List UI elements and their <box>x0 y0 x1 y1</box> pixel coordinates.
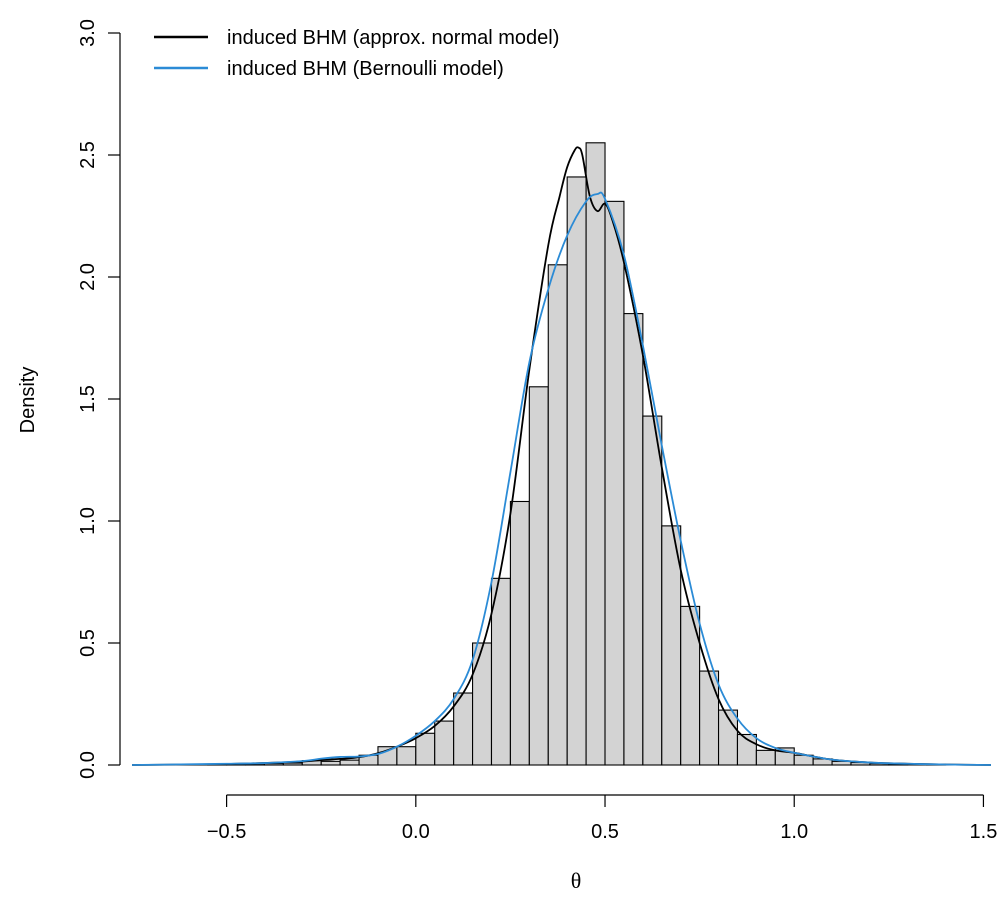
histogram-bar <box>585 142 606 766</box>
y-ticks: 0.0 0.5 1.0 1.5 2.0 2.5 3.0 <box>77 19 120 779</box>
y-tick-label: 1.5 <box>77 385 99 413</box>
histogram-bar <box>699 670 720 766</box>
y-tick-label: 3.0 <box>77 19 99 47</box>
density-lines <box>131 146 992 766</box>
density-line-bernoulli <box>131 191 992 766</box>
histogram-bar <box>547 264 568 766</box>
y-tick-label: 1.0 <box>77 507 99 535</box>
x-tick-label: 0.5 <box>591 821 619 843</box>
histogram-bar <box>320 760 341 766</box>
histogram-bar <box>472 642 493 766</box>
histogram-bars <box>132 142 991 766</box>
axes: −0.5 0.0 0.5 1.0 1.5 0.0 0.5 1.0 1.5 2.0 2.5 3.0 D… <box>17 19 997 893</box>
histogram-bar <box>509 500 530 766</box>
histogram-bar <box>339 759 360 766</box>
histogram-bar <box>490 577 511 766</box>
legend-label-bernoulli: induced BHM (Bernoulli model) <box>227 58 504 80</box>
y-axis-title: Density <box>17 367 39 434</box>
histogram-bar <box>755 749 776 766</box>
x-axis-title: θ <box>571 868 582 893</box>
histogram-bar <box>434 720 455 766</box>
x-ticks: −0.5 0.0 0.5 1.0 1.5 <box>207 795 997 843</box>
y-tick-label: 0.5 <box>77 629 99 657</box>
histogram-bar <box>661 525 682 766</box>
legend-label-approx-normal: induced BHM (approx. normal model) <box>227 27 559 49</box>
histogram-bar <box>623 313 644 766</box>
histogram-bar <box>604 200 625 766</box>
histogram-bar <box>415 732 436 766</box>
y-tick-label: 2.5 <box>77 141 99 169</box>
histogram-bar <box>566 176 587 766</box>
histogram-bar <box>642 415 663 766</box>
legend: induced BHM (approx. normal model) induc… <box>154 27 559 80</box>
histogram-bar <box>528 386 549 766</box>
y-tick-label: 0.0 <box>77 751 99 779</box>
y-tick-label: 2.0 <box>77 263 99 291</box>
x-tick-label: 0.0 <box>402 821 430 843</box>
x-tick-label: −0.5 <box>207 821 246 843</box>
x-tick-label: 1.5 <box>970 821 998 843</box>
x-tick-label: 1.0 <box>780 821 808 843</box>
histogram-bar <box>396 746 417 766</box>
